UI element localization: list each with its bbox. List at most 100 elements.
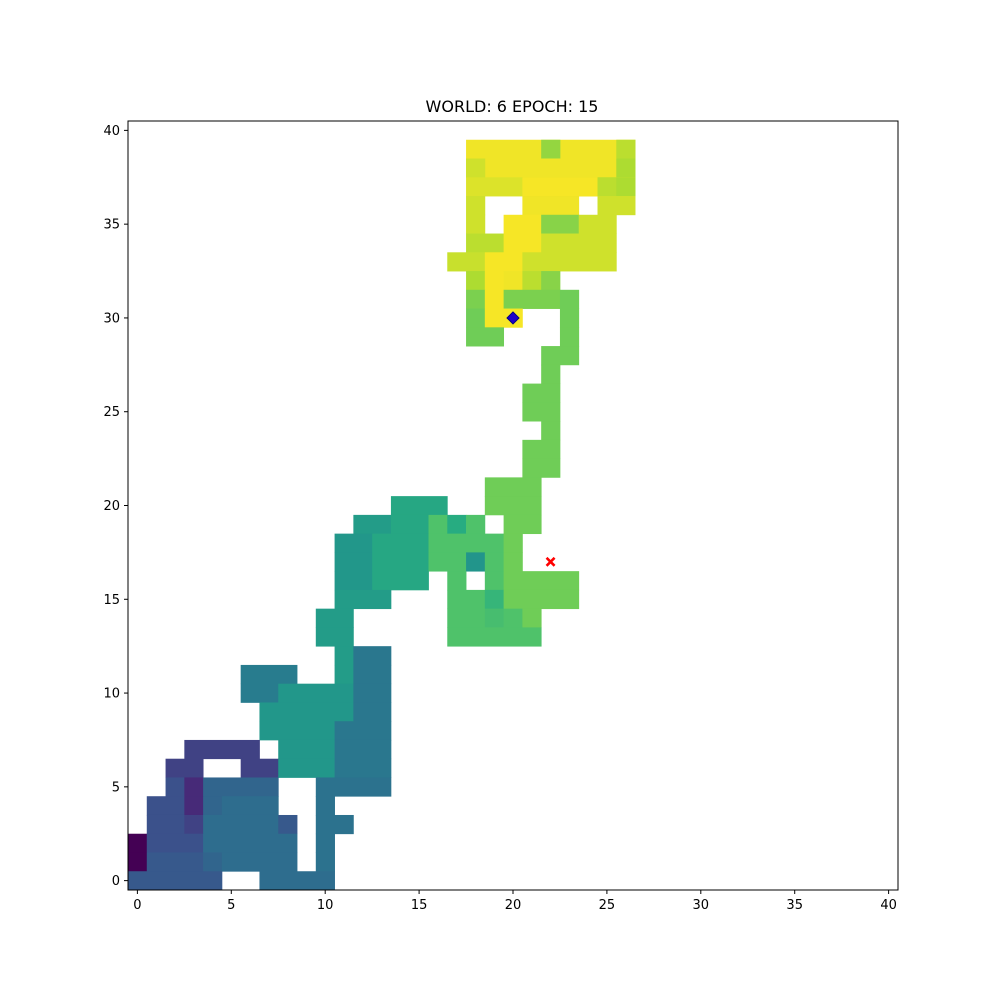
heatmap-cell xyxy=(578,214,617,234)
heatmap-cell xyxy=(278,758,335,778)
heatmap-cell xyxy=(541,346,580,366)
heatmap-cell xyxy=(353,646,392,666)
heatmap-cell xyxy=(315,627,354,647)
heatmap-cell xyxy=(240,758,279,778)
x-tick-label: 30 xyxy=(693,898,710,913)
x-tick-label: 5 xyxy=(227,898,235,913)
heatmap-cell xyxy=(484,252,523,272)
heatmap-cell xyxy=(503,271,523,291)
y-tick-label: 40 xyxy=(103,124,120,139)
heatmap-cell xyxy=(184,796,204,816)
heatmap-cell xyxy=(447,514,467,535)
x-tick-label: 25 xyxy=(599,898,616,913)
heatmap-cell xyxy=(184,814,204,835)
heatmap-cell xyxy=(559,289,580,309)
heatmap-cell xyxy=(390,514,429,535)
heatmap-cell xyxy=(466,158,636,178)
heatmap-cell xyxy=(503,589,580,610)
heatmap-cell xyxy=(315,608,354,628)
heatmap-cell xyxy=(541,214,580,234)
heatmap-cell xyxy=(259,721,354,741)
heatmap-cell xyxy=(447,589,486,610)
chart-title: WORLD: 6 EPOCH: 15 xyxy=(426,97,599,116)
heatmap-cell xyxy=(503,533,523,553)
heatmap-cell xyxy=(203,833,279,853)
heatmap-cell xyxy=(315,852,335,872)
heatmap-cell xyxy=(616,177,636,197)
heatmap-cell xyxy=(146,814,185,835)
heatmap-cell xyxy=(278,833,298,853)
heatmap-cell xyxy=(466,308,486,328)
heatmap-cell xyxy=(466,514,486,535)
heatmap-cell xyxy=(559,308,580,328)
heatmap-cell xyxy=(541,139,561,159)
y-tick-label: 25 xyxy=(103,405,120,420)
heatmap-cell xyxy=(484,571,505,591)
heatmap-cell xyxy=(484,589,505,610)
heatmap-cell xyxy=(541,364,561,384)
heatmap-cell xyxy=(334,646,354,666)
heatmap-cell xyxy=(203,852,223,872)
heatmap-cell xyxy=(203,777,279,797)
heatmap-cell xyxy=(522,271,542,291)
heatmap-cell xyxy=(221,796,279,816)
heatmap-cell xyxy=(315,796,335,816)
heatmap-cell xyxy=(522,196,580,216)
heatmap-cell xyxy=(447,571,467,591)
heatmap-cell xyxy=(522,177,617,197)
heatmap-cell xyxy=(616,139,636,159)
heatmap-cell xyxy=(541,233,617,253)
heatmap-cell xyxy=(484,271,505,291)
x-tick-label: 35 xyxy=(786,898,803,913)
heatmap-cell xyxy=(353,683,392,703)
heatmap-cell xyxy=(522,252,617,272)
x-tick-label: 15 xyxy=(411,898,428,913)
heatmap-cell xyxy=(484,289,505,309)
x-tick-label: 10 xyxy=(317,898,334,913)
heatmap-cell xyxy=(503,289,561,309)
heatmap-cell xyxy=(503,571,580,591)
heatmap-cell xyxy=(334,758,392,778)
heatmap-cell xyxy=(466,196,486,216)
heatmap-cell xyxy=(522,383,561,403)
heatmap-cell xyxy=(334,739,392,760)
heatmap-cell xyxy=(128,852,148,872)
heatmap-cell xyxy=(466,552,486,572)
heatmap-cell xyxy=(184,777,204,797)
y-tick-label: 20 xyxy=(103,499,120,514)
heatmap-cell xyxy=(240,683,279,703)
heatmap-cell xyxy=(372,552,429,572)
heatmap-cell xyxy=(597,196,636,216)
heatmap-cell xyxy=(259,871,335,891)
heatmap-cell xyxy=(447,627,542,647)
heatmap-cell xyxy=(128,871,223,891)
heatmap-cell xyxy=(466,271,486,291)
heatmap-cell xyxy=(353,664,392,685)
heatmap-cell xyxy=(278,739,335,760)
x-axis: 0 5 10 15 20 25 30 35 40 xyxy=(133,890,897,913)
heatmap-cell xyxy=(447,608,486,628)
heatmap-cell xyxy=(146,852,204,872)
heatmap-cell xyxy=(428,514,448,535)
heatmap-cell xyxy=(503,552,523,572)
y-axis: 0 5 10 15 20 25 30 35 40 xyxy=(103,124,128,889)
heatmap-cell xyxy=(428,552,467,572)
heatmap-cell xyxy=(484,496,542,516)
y-tick-label: 30 xyxy=(103,311,120,326)
heatmap-cell xyxy=(484,477,542,497)
heatmap-cell xyxy=(334,589,392,610)
heatmap-cell xyxy=(221,852,298,872)
heatmap-cell xyxy=(503,233,542,253)
heatmap-cell xyxy=(503,214,542,234)
heatmap-cell xyxy=(484,608,505,628)
y-tick-label: 35 xyxy=(103,218,120,233)
agent-marker xyxy=(506,311,520,325)
chart-markers xyxy=(506,311,556,567)
heatmap-cell xyxy=(334,721,392,741)
heatmap-cell xyxy=(353,514,392,535)
heatmap-cell xyxy=(334,552,373,572)
heatmap-cell xyxy=(466,214,486,234)
heatmap-cell xyxy=(428,533,505,553)
x-tick-label: 20 xyxy=(505,898,522,913)
